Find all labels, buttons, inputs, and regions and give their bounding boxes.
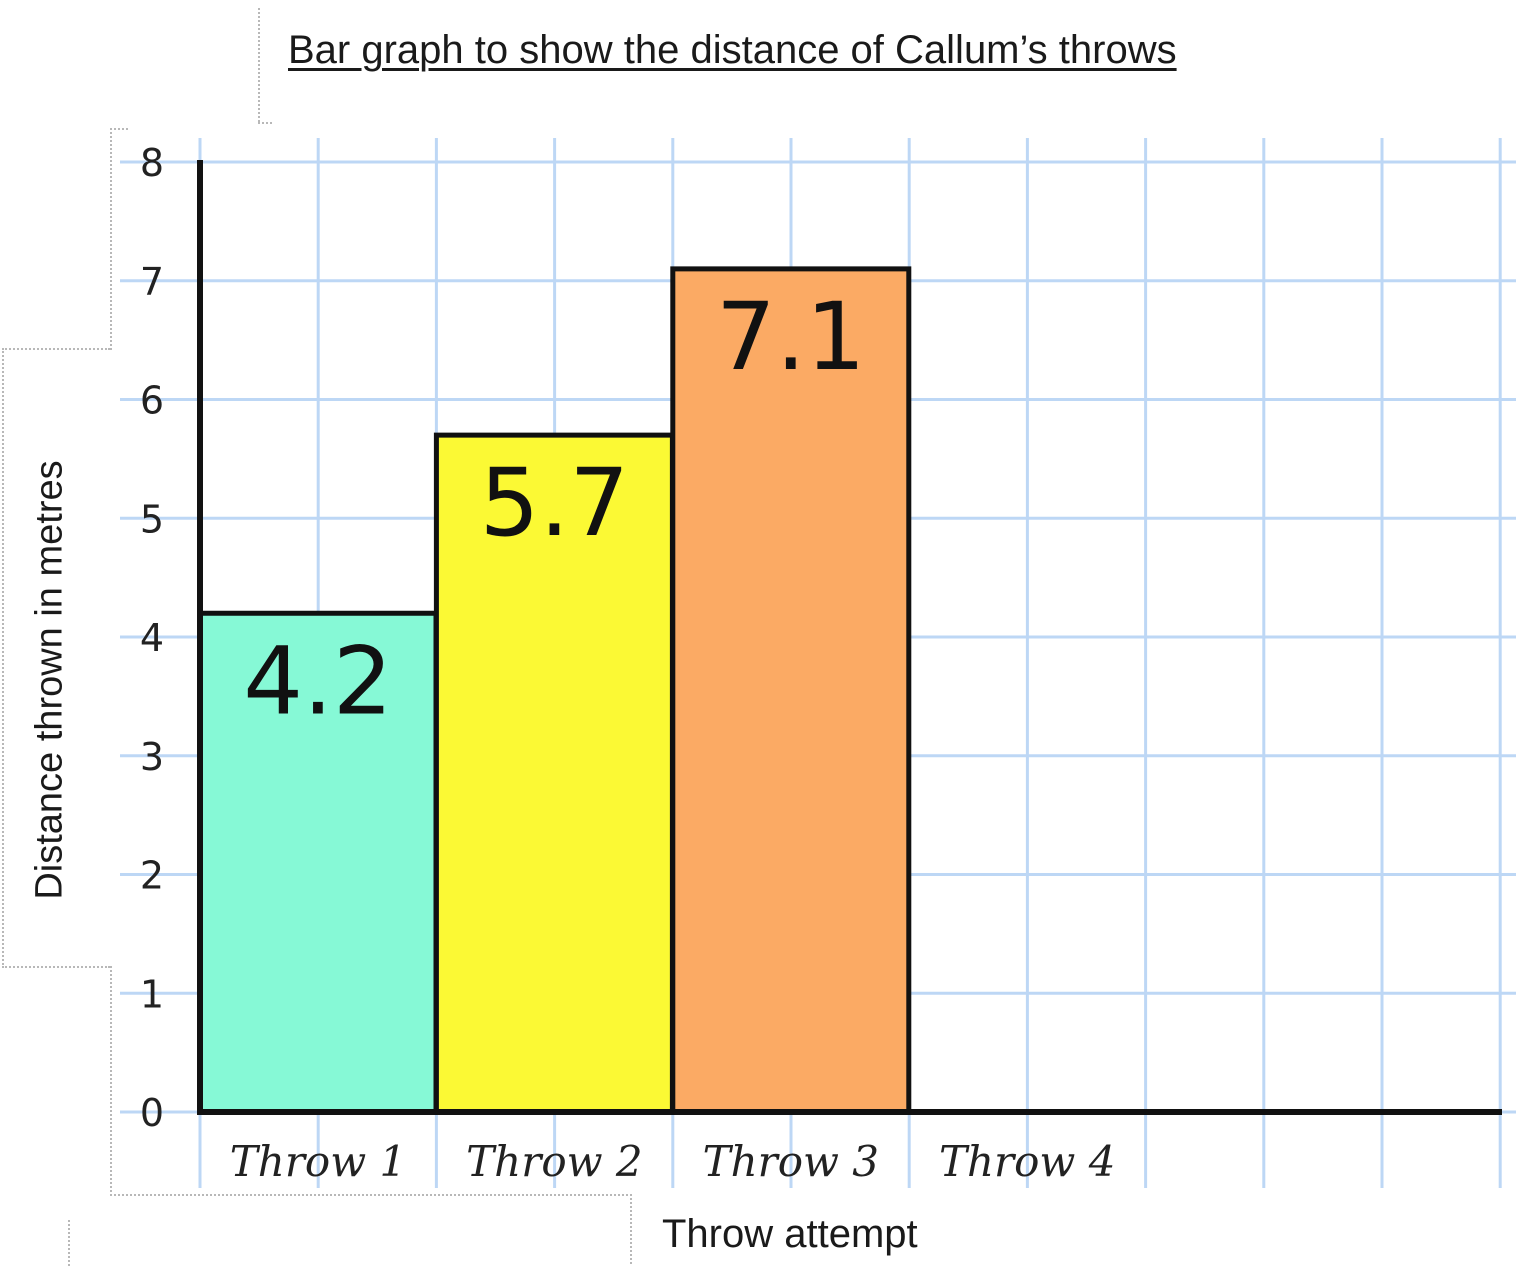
- y-tick-label: 0: [140, 1091, 164, 1135]
- bar: [433, 432, 675, 1115]
- y-tick-label: 6: [140, 379, 164, 423]
- y-tick-label: 5: [140, 497, 164, 541]
- x-category-label: Throw 4: [939, 1137, 1115, 1186]
- x-axis-label-frame: [630, 1194, 632, 1264]
- x-category-label: Throw 2: [466, 1137, 642, 1186]
- y-tick-label: 1: [140, 972, 164, 1016]
- y-tick-label: 2: [140, 854, 164, 898]
- title-frame: [258, 8, 260, 122]
- tick-frame-bottom: [110, 966, 632, 1196]
- bar-data-label: 7.1: [716, 283, 866, 392]
- x-axis-label: Throw attempt: [662, 1212, 918, 1256]
- bar: [670, 266, 912, 1115]
- x-axis-label-frame-left: [68, 1220, 70, 1266]
- x-category-label: Throw 1: [230, 1137, 406, 1186]
- y-tick-label: 8: [140, 141, 164, 185]
- x-category-label: Throw 3: [703, 1137, 879, 1186]
- title-frame-foot: [258, 122, 272, 124]
- bar-data-label: 4.2: [243, 627, 393, 736]
- bar-data-label: 5.7: [480, 449, 630, 558]
- y-tick-label: 4: [140, 616, 164, 660]
- y-axis-label-frame: [2, 348, 110, 968]
- y-tick-label: 3: [140, 735, 164, 779]
- y-tick-label: 7: [140, 260, 164, 304]
- tick-frame-top: [110, 128, 128, 350]
- bar: [197, 610, 439, 1115]
- chart-title: Bar graph to show the distance of Callum…: [288, 28, 1177, 72]
